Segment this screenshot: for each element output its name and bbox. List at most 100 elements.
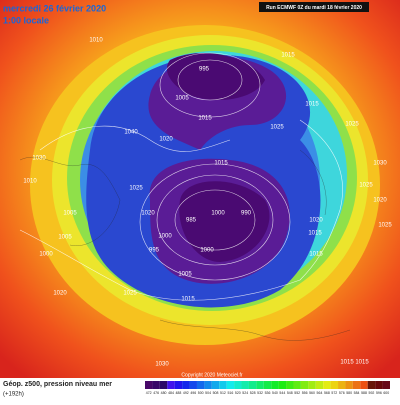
pressure-label: 1005 [175, 96, 189, 102]
scale-label: 532 [257, 391, 263, 395]
scale-label: 552 [294, 391, 300, 395]
scale-swatch [256, 381, 264, 389]
scale-swatch [360, 381, 368, 389]
scale-label: 568 [324, 391, 330, 395]
scale-label: 544 [279, 391, 285, 395]
pressure-label: 1005 [178, 272, 192, 278]
pressure-label: 1015 [181, 297, 195, 303]
pressure-label: 990 [241, 211, 252, 217]
pressure-label: 1015 [309, 252, 323, 258]
scale-label: 496 [190, 391, 196, 395]
scale-label: 472 [146, 391, 152, 395]
pressure-label: 1025 [359, 183, 373, 189]
scale-swatch [338, 381, 346, 389]
scale-swatch [308, 381, 316, 389]
pressure-label: 1015 [198, 116, 212, 122]
isobars [19, 52, 343, 301]
pressure-label: 1010 [23, 179, 37, 185]
scale-swatch [300, 381, 309, 389]
scale-label: 516 [227, 391, 233, 395]
pressure-label: 995 [149, 248, 160, 254]
scale-label: 592 [369, 391, 375, 395]
scale-label: 492 [183, 391, 189, 395]
pressure-label: 995 [199, 67, 210, 73]
scale-swatch [189, 381, 197, 389]
pressure-label: 1005 [63, 211, 77, 217]
scale-label: 484 [168, 391, 174, 395]
scale-label: 600 [383, 391, 389, 395]
scale-label: 480 [161, 391, 167, 395]
pressure-label: 1015 [355, 360, 369, 366]
scale-label: 556 [302, 391, 308, 395]
scale-swatch [211, 381, 220, 389]
pressure-labels: 1010 1015 995 1005 1015 1020 1040 1025 1015 1025 1… [23, 38, 392, 368]
lead-time: (+192h) [3, 392, 24, 398]
pressure-label: 1025 [129, 186, 143, 192]
pressure-label: 1040 [124, 130, 138, 136]
pressure-label: 1020 [373, 198, 387, 204]
scale-swatch [382, 381, 390, 389]
scale-label: 508 [213, 391, 219, 395]
pressure-label: 1030 [373, 161, 387, 167]
pressure-label: 1000 [200, 248, 214, 254]
scale-label: 572 [331, 391, 337, 395]
scale-label: 560 [309, 391, 315, 395]
scale-label: 476 [153, 391, 159, 395]
scale-swatch [167, 381, 175, 389]
scale-swatch [219, 381, 227, 389]
scale-label: 536 [265, 391, 271, 395]
pressure-label: 1020 [141, 211, 155, 217]
scale-label: 520 [235, 391, 241, 395]
pressure-label: 1000 [158, 234, 172, 240]
scale-swatch [182, 381, 190, 389]
scale-swatch [286, 381, 294, 389]
pressure-label: 1025 [123, 291, 137, 297]
pressure-label: 1015 [281, 53, 295, 59]
pressure-label: 1025 [345, 122, 359, 128]
pressure-label: 1000 [39, 252, 53, 258]
pressure-label: 1025 [270, 125, 284, 131]
scale-swatch [345, 381, 353, 389]
scale-swatch [330, 381, 339, 389]
scale-swatch [174, 381, 183, 389]
pressure-label: 1015 [305, 102, 319, 108]
scale-label: 504 [205, 391, 211, 395]
valid-date: mercredi 26 février 2020 [3, 3, 106, 13]
run-info: Run ECMWF 0Z du mardi 18 février 2020 [266, 5, 362, 11]
color-scale: 472 476 480 484 488 492 496 500 504 508 512 516 520 5… [145, 381, 390, 395]
scale-swatch [234, 381, 242, 389]
scale-label: 540 [272, 391, 278, 395]
scale-swatch [196, 381, 205, 389]
scale-swatch [263, 381, 272, 389]
scale-swatch [241, 381, 249, 389]
pressure-label: 1005 [58, 235, 72, 241]
scale-label: 580 [346, 391, 352, 395]
scale-label: 584 [354, 391, 360, 395]
scale-swatch [352, 381, 361, 389]
pressure-label: 1025 [378, 223, 392, 229]
run-box [259, 2, 369, 12]
scale-label: 524 [242, 391, 248, 395]
pressure-label: 1010 [89, 38, 103, 44]
scale-swatch [323, 381, 331, 389]
scale-swatch [152, 381, 160, 389]
scale-label: 548 [287, 391, 293, 395]
pressure-label: 1015 [308, 231, 322, 237]
scale-swatch [375, 381, 383, 389]
scale-label: 588 [361, 391, 367, 395]
scale-label: 596 [376, 391, 382, 395]
scale-swatch [248, 381, 257, 389]
pressure-label: 1020 [53, 291, 67, 297]
pressure-label: 1020 [309, 218, 323, 224]
scale-swatch [293, 381, 301, 389]
scale-swatch [315, 381, 324, 389]
scale-swatch [226, 381, 235, 389]
coastlines [19, 149, 351, 341]
scale-label: 576 [339, 391, 345, 395]
scale-swatch [145, 381, 153, 389]
scale-swatch [204, 381, 212, 389]
scale-label: 500 [198, 391, 204, 395]
scale-swatch [159, 381, 168, 389]
scale-label: 528 [250, 391, 256, 395]
scale-label: 512 [220, 391, 226, 395]
